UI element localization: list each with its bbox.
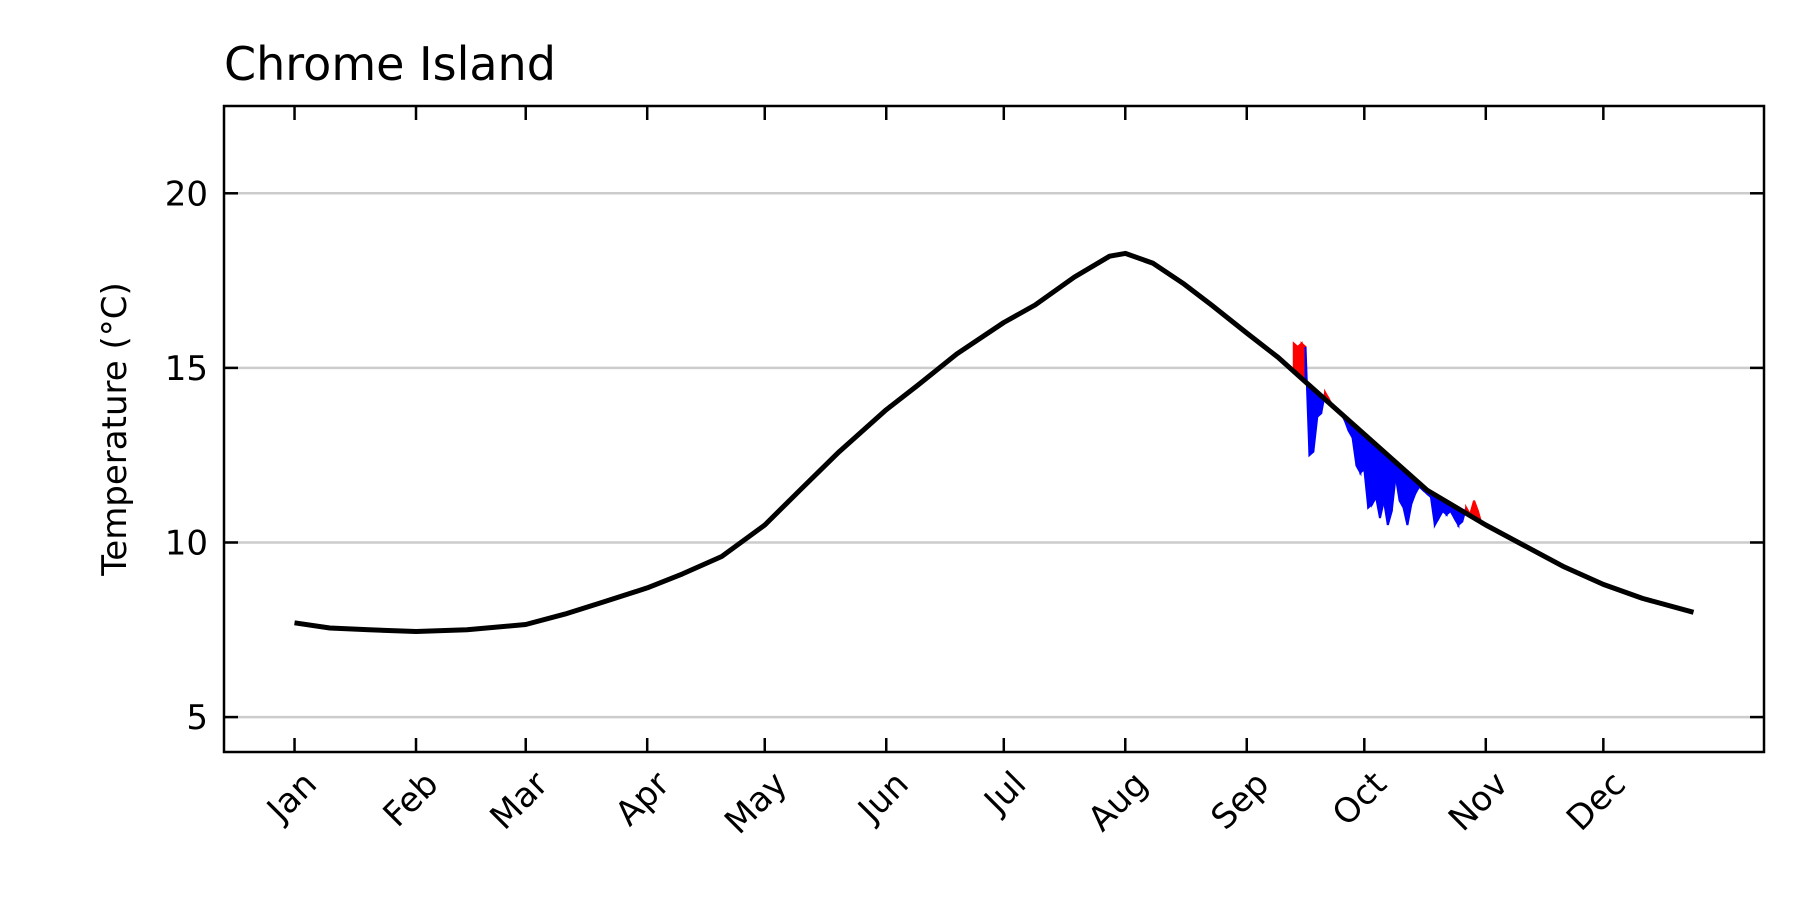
- series-lines: [294, 250, 1695, 634]
- anomaly-fills: [1292, 341, 1483, 529]
- xtick-label-nov: Nov: [1441, 764, 1516, 839]
- ytick-label-20: 20: [165, 174, 208, 214]
- xtick-label-may: May: [717, 764, 795, 842]
- x-tick-labels: Jan Feb Mar Apr May Jun Jul Aug Sep Oct Nov Dec: [258, 764, 1634, 842]
- ytick-label-5: 5: [186, 698, 208, 738]
- xtick-label-jan: Jan: [258, 764, 325, 831]
- ytick-label-10: 10: [165, 523, 208, 563]
- plot-frame: [222, 104, 1766, 754]
- y-axis-label: Temperature (°C): [95, 282, 135, 576]
- ytick-label-15: 15: [165, 349, 208, 389]
- climatology-line: [294, 250, 1695, 634]
- chart-title: Chrome Island: [224, 37, 556, 91]
- axis-ticks: [224, 106, 1764, 752]
- gridlines: [224, 192, 1764, 719]
- xtick-label-feb: Feb: [376, 764, 447, 835]
- xtick-label-mar: Mar: [482, 764, 556, 838]
- xtick-label-jun: Jun: [849, 764, 916, 831]
- xtick-label-sep: Sep: [1204, 764, 1278, 838]
- xtick-label-dec: Dec: [1559, 764, 1634, 839]
- y-tick-labels: 5 10 15 20: [165, 174, 208, 738]
- xtick-label-apr: Apr: [608, 764, 678, 834]
- xtick-label-oct: Oct: [1325, 764, 1395, 834]
- xtick-label-jul: Jul: [975, 764, 1034, 823]
- xtick-label-aug: Aug: [1080, 764, 1155, 839]
